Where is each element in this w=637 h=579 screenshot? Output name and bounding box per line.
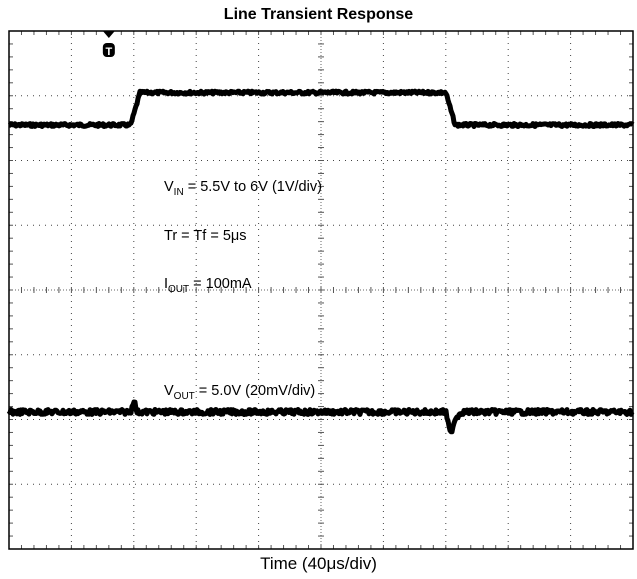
annotation: IOUT = 100mA	[164, 276, 252, 295]
annotation: VOUT = 5.0V (20mV/div)	[164, 383, 315, 402]
x-axis-label: Time (40μs/div)	[260, 554, 377, 573]
trigger-arrow	[102, 31, 115, 38]
trace-vin	[7, 88, 635, 129]
trigger-label: T	[105, 46, 112, 58]
trace-vout	[6, 399, 635, 435]
traces	[6, 88, 635, 435]
chart-title: Line Transient Response	[223, 6, 414, 23]
annotation: VIN = 5.5V to 6V (1V/div)	[164, 179, 322, 198]
annotations: VIN = 5.5V to 6V (1V/div) Tr = Tf = 5μs IO…	[164, 179, 322, 402]
trigger-box	[102, 43, 115, 57]
plot-frame	[8, 30, 634, 550]
annotation: Tr = Tf = 5μs	[164, 228, 247, 244]
graticule	[9, 31, 633, 549]
trigger-marker: T	[102, 31, 115, 58]
